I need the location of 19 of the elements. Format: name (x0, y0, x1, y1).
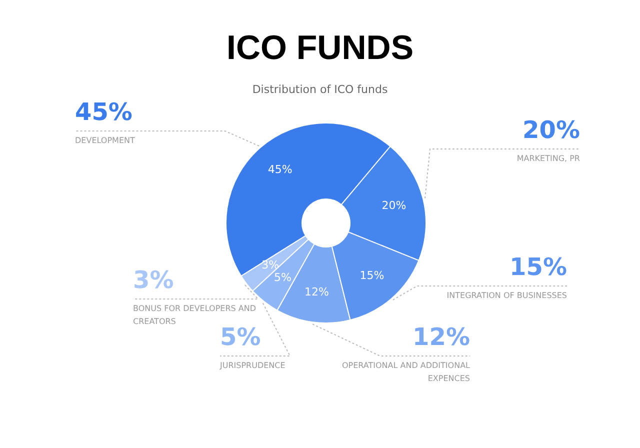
data-label: 45% (268, 163, 292, 176)
chart-title: ICO FUNDS (226, 29, 414, 67)
chart-subtitle: Distribution of ICO funds (252, 83, 388, 96)
slice-label: BONUS FOR DEVELOPERS AND CREATORS (133, 304, 256, 326)
data-label: 15% (360, 268, 384, 282)
data-label: 12% (304, 285, 329, 298)
data-label: 5% (274, 271, 292, 284)
text: 3% (133, 266, 174, 294)
data-label: 20% (382, 199, 406, 212)
text: 45% (75, 98, 132, 126)
slice-label: DEVELOPMENT (75, 136, 135, 145)
slice-label: OPERATIONAL AND ADDITIONAL EXPENCES (342, 361, 471, 383)
slice-label: INTEGRATION OF BUSINESSES (446, 291, 567, 300)
slice-label: MARKETING, PR (516, 154, 580, 163)
text: 15% (510, 253, 567, 281)
text: 20% (522, 116, 580, 144)
text: 12% (412, 323, 470, 351)
slice-label: JURISPRUDENCE (219, 361, 286, 370)
text: 5% (220, 323, 261, 351)
